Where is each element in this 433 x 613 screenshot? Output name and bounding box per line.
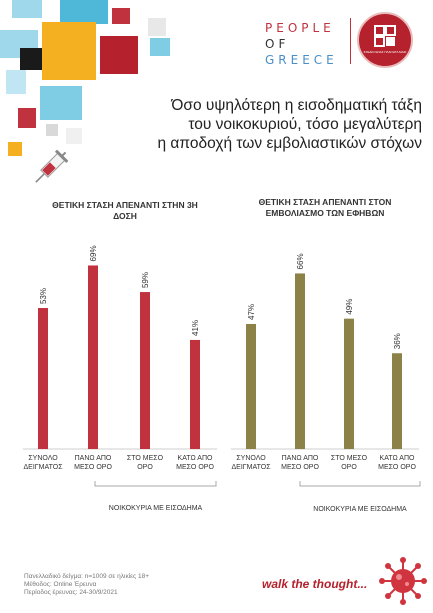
chart-2-title-line-1: ΘΕΤΙΚΗ ΣΤΑΣΗ ΑΠΕΝΑΝΤΙ ΣΤΟΝ: [258, 197, 392, 207]
chart-1-category-label-4-line-2: ΜΕΣΟ ΟΡΟ: [176, 464, 214, 471]
headline: Όσο υψηλότερη η εισοδηματική τάξη του νο…: [100, 96, 423, 153]
chart-2-category-label-4-line-1: ΚΑΤΩ ΑΠΟ: [380, 455, 415, 462]
footnote-method: Μέθοδος: Online Έρευνα: [24, 581, 97, 588]
chart-2-category-label-3-line-1: ΣΤΟ ΜΕΣΟ: [331, 455, 368, 462]
chart-2-data-label-1: 47%: [247, 304, 256, 320]
chart-2-data-label-4: 36%: [393, 333, 402, 349]
logo-symbol-icon: [374, 25, 396, 47]
chart-2-title-line-2: ΕΜΒΟΛΙΑΣΜΟ ΤΩΝ ΕΦΗΒΩΝ: [265, 208, 385, 218]
chart-2-data-label-3: 49%: [345, 299, 354, 315]
chart-2-category-label-3-line-2: ΟΡΟ: [341, 464, 357, 471]
chart-1-data-label-4: 41%: [191, 320, 200, 336]
chart-1-data-label-2: 69%: [89, 245, 98, 261]
chart-1-category-label-1-line-2: ΔΕΙΓΜΑΤΟΣ: [23, 464, 63, 471]
chart-2-category-label-1-line-2: ΔΕΙΓΜΑΤΟΣ: [231, 464, 271, 471]
logo-divider: [350, 18, 351, 64]
chart-2-data-label-2: 66%: [296, 253, 305, 269]
chart-1-group-label: ΝΟΙΚΟΚΥΡΙΑ ΜΕ ΕΙΣΟΔΗΜΑ: [109, 505, 203, 512]
logo-line-people: PEOPLE: [265, 21, 335, 35]
chart-1-data-label-1: 53%: [39, 288, 48, 304]
chart-1-bar-3: [140, 292, 150, 449]
headline-line-3: η αποδοχή των εμβολιαστικών στόχων: [157, 135, 423, 152]
chart-2-category-label-1-line-1: ΣΥΝΟΛΟ: [236, 455, 266, 462]
headline-line-2: του νοικοκυριού, τόσο μεγαλύτερη: [188, 116, 422, 133]
footnote-sample: Πανελλαδικό δείγμα: n=1009 σε ηλικίες 18…: [24, 573, 149, 580]
chart-1-category-label-1-line-1: ΣΥΝΟΛΟ: [28, 455, 58, 462]
chart-2-bar-2: [295, 273, 305, 449]
logo-badge: ΣΧΕΔΙΟ ΕΝΑΣ ΠΛΑΝΗΤΑ ΜΑΖΙ: [357, 12, 413, 68]
chart-1-data-label-3: 59%: [141, 272, 150, 288]
chart-1-category-label-4-line-1: ΚΑΤΩ ΑΠΟ: [178, 455, 213, 462]
logo-badge-text: ΣΧΕΔΙΟ ΕΝΑΣ ΠΛΑΝΗΤΑ ΜΑΖΙ: [363, 50, 407, 54]
tagline: walk the thought...: [262, 577, 368, 591]
chart-1-title-line-1: ΘΕΤΙΚΗ ΣΤΑΣΗ ΑΠΕΝΑΝΤΙ ΣΤΗΝ 3Η: [52, 200, 198, 210]
chart-1-category-label-3-line-1: ΣΤΟ ΜΕΣΟ: [127, 455, 164, 462]
footnote-period: Περίοδος έρευνας: 24-30/9/2021: [24, 589, 118, 596]
chart-1-category-label-2-line-2: ΜΕΣΟ ΟΡΟ: [74, 464, 112, 471]
logo-line-greece: GREECE: [265, 53, 338, 67]
chart-2-bar-3: [344, 318, 354, 449]
chart-1-category-label-3-line-2: ΟΡΟ: [137, 464, 153, 471]
chart-1-bar-1: [38, 308, 48, 449]
syringe-icon: [35, 149, 69, 183]
headline-line-1: Όσο υψηλότερη η εισοδηματική τάξη: [171, 97, 422, 114]
chart-2-bar-1: [246, 323, 256, 449]
chart-2-title: ΘΕΤΙΚΗ ΣΤΑΣΗ ΑΠΕΝΑΝΤΙ ΣΤΟΝ ΕΜΒΟΛΙΑΣΜΟ ΤΩ…: [225, 197, 425, 219]
chart-2-group-bracket: [299, 481, 421, 487]
virus-icon: [379, 557, 427, 605]
logo-line-of: OF: [265, 37, 290, 51]
chart-1-title: ΘΕΤΙΚΗ ΣΤΑΣΗ ΑΠΕΝΑΝΤΙ ΣΤΗΝ 3Η ΔΟΣΗ: [20, 200, 230, 222]
chart-1-bar-4: [190, 339, 200, 449]
logo-text: PEOPLE OF GREECE: [265, 20, 338, 68]
chart-1-category-label-2-line-1: ΠΑΝΩ ΑΠΟ: [75, 455, 112, 462]
chart-2-category-label-4-line-2: ΜΕΣΟ ΟΡΟ: [378, 464, 416, 471]
chart-1-title-line-2: ΔΟΣΗ: [113, 211, 137, 221]
chart-2-group-label: ΝΟΙΚΟΚΥΡΙΑ ΜΕ ΕΙΣΟΔΗΜΑ: [313, 506, 407, 513]
chart-1-bar-2: [88, 265, 98, 449]
chart-1-group-bracket: [94, 481, 217, 487]
chart-2-bar-4: [392, 353, 402, 449]
methodology-footnote: Πανελλαδικό δείγμα: n=1009 σε ηλικίες 18…: [24, 573, 149, 597]
chart-2-category-label-2-line-1: ΠΑΝΩ ΑΠΟ: [282, 455, 319, 462]
chart-2-category-label-2-line-2: ΜΕΣΟ ΟΡΟ: [281, 464, 319, 471]
